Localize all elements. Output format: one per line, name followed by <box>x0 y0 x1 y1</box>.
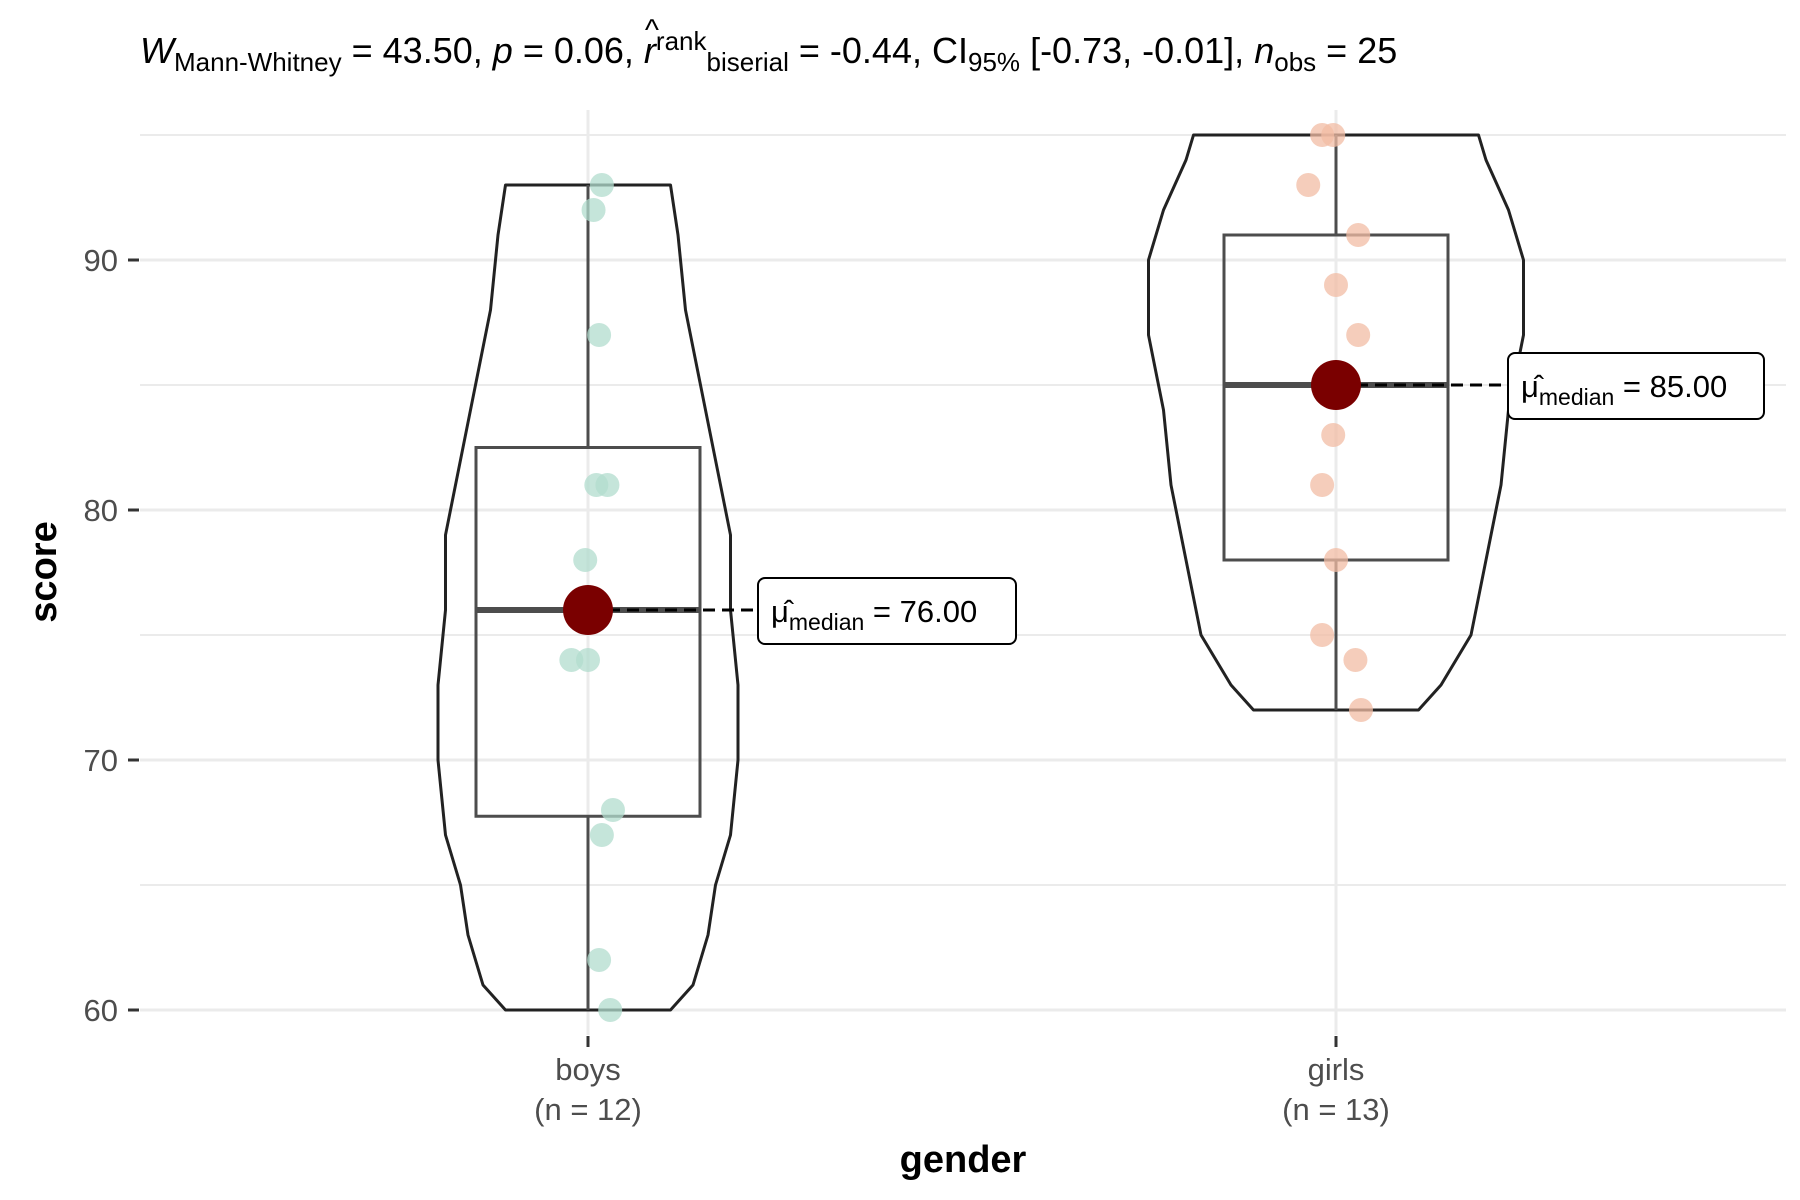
data-point <box>1343 648 1368 672</box>
y-tick-label: 70 <box>84 743 118 778</box>
data-point <box>1321 423 1346 447</box>
chart-subtitle: WMann-Whitney = 43.50, p = 0.06, ^ rrankb… <box>140 14 1398 78</box>
data-point <box>1310 623 1335 647</box>
ci-value: [-0.73, -0.01], <box>1030 30 1245 71</box>
x-tick-count-label: (n = 12) <box>534 1092 642 1127</box>
violin-girls <box>1147 133 1525 712</box>
groups-layer: μ̂median = 76.00 μ̂median = 85.00 <box>436 123 1765 1022</box>
data-point <box>589 823 614 847</box>
x-tick-label: boys <box>555 1052 620 1087</box>
r-subscript: biserial <box>706 47 789 78</box>
data-point <box>600 798 625 822</box>
y-tick-label: 80 <box>84 493 118 528</box>
median-label: μ̂median = 76.00 <box>771 594 977 635</box>
x-tick-count-label: (n = 13) <box>1282 1092 1390 1127</box>
n-value: = 25 <box>1326 30 1398 71</box>
median-label-box <box>757 577 1017 645</box>
box-boys <box>474 446 702 818</box>
median-label-box <box>1507 352 1765 420</box>
r-value: = -0.44, <box>798 30 922 71</box>
r-symbol: ^ r <box>643 14 659 71</box>
data-point <box>1321 123 1346 147</box>
x-axis: boys (n = 12) girls (n = 13) <box>534 1036 1390 1127</box>
median-label: μ̂median = 85.00 <box>1521 369 1727 410</box>
data-point <box>1310 473 1335 497</box>
grid <box>140 110 1786 1035</box>
y-tick-label: 90 <box>84 243 118 278</box>
data-point <box>1324 548 1348 572</box>
x-tick-label: girls <box>1308 1052 1365 1087</box>
data-point <box>1346 223 1371 247</box>
data-point <box>589 173 614 197</box>
data-point <box>587 948 612 972</box>
r-superscript: rank <box>655 26 707 56</box>
data-point <box>598 998 623 1022</box>
data-point <box>1296 173 1321 197</box>
y-axis-label: score <box>23 521 65 622</box>
group-boys: μ̂median = 76.00 <box>436 173 1017 1022</box>
r-hat: ^ <box>644 14 659 47</box>
x-axis-label: gender <box>900 1139 1027 1181</box>
data-point <box>1348 698 1373 722</box>
w-symbol: W <box>140 30 174 71</box>
y-axis: 60 70 80 90 <box>84 243 139 1028</box>
y-tick-label: 60 <box>84 993 118 1028</box>
data-point <box>587 323 612 347</box>
group-girls: μ̂median = 85.00 <box>1147 123 1765 722</box>
data-point <box>595 473 620 497</box>
data-point <box>576 648 600 672</box>
data-point <box>1324 273 1348 297</box>
w-subscript: Mann-Whitney <box>173 47 342 78</box>
ci-symbol: CI <box>932 30 968 71</box>
data-point <box>581 198 606 222</box>
p-symbol: p <box>492 30 513 71</box>
ci-subscript: 95% <box>968 47 1021 78</box>
n-subscript: obs <box>1274 47 1317 78</box>
median-dot <box>1311 360 1361 410</box>
median-dot <box>563 585 613 635</box>
n-symbol: n <box>1254 30 1275 71</box>
violin-boys <box>436 183 740 1012</box>
data-point <box>1346 323 1371 347</box>
data-point <box>573 548 598 572</box>
w-value: = 43.50, <box>351 30 483 71</box>
data-point <box>559 648 584 672</box>
p-value: = 0.06, <box>522 30 634 71</box>
